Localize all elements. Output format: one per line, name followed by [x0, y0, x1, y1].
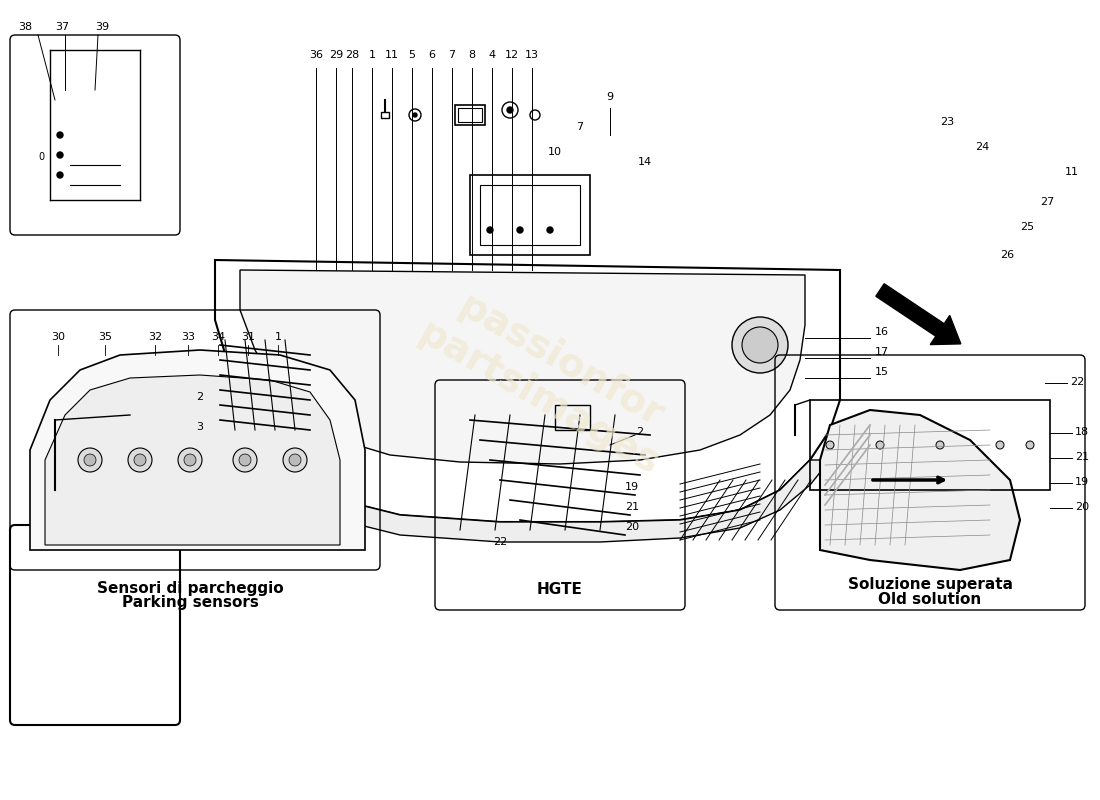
Circle shape	[507, 107, 513, 113]
Bar	[470, 175, 590, 255]
Text: 0: 0	[39, 152, 44, 162]
Circle shape	[876, 441, 884, 449]
Circle shape	[233, 448, 257, 472]
Text: 27: 27	[1040, 197, 1054, 207]
Circle shape	[57, 132, 63, 138]
Bar	[458, 108, 482, 122]
Text: 8: 8	[469, 50, 475, 60]
Bar	[381, 112, 389, 118]
Circle shape	[78, 448, 102, 472]
Circle shape	[326, 413, 350, 437]
Circle shape	[517, 227, 522, 233]
Circle shape	[128, 448, 152, 472]
Text: Sensori di parcheggio: Sensori di parcheggio	[97, 581, 284, 595]
Circle shape	[487, 227, 493, 233]
Circle shape	[732, 317, 788, 373]
PathPatch shape	[45, 375, 340, 545]
Text: 4: 4	[488, 50, 496, 60]
Text: 25: 25	[1020, 222, 1034, 232]
Circle shape	[57, 152, 63, 158]
Text: passionfor
partsimages: passionfor partsimages	[411, 277, 689, 483]
Text: 26: 26	[1000, 250, 1014, 260]
Text: 22: 22	[1070, 377, 1085, 387]
Text: 11: 11	[1065, 167, 1079, 177]
Bar	[556, 405, 590, 430]
Circle shape	[1026, 441, 1034, 449]
Circle shape	[178, 448, 202, 472]
Text: 6: 6	[429, 50, 436, 60]
Text: 36: 36	[309, 50, 323, 60]
PathPatch shape	[30, 350, 365, 550]
Bar	[480, 185, 580, 245]
Text: 33: 33	[182, 332, 195, 342]
Text: 5: 5	[408, 50, 416, 60]
Circle shape	[283, 448, 307, 472]
Text: 3: 3	[197, 422, 204, 432]
Text: 1: 1	[275, 332, 282, 342]
PathPatch shape	[240, 270, 805, 464]
Text: 31: 31	[241, 332, 255, 342]
Text: 39: 39	[95, 22, 109, 32]
Text: 37: 37	[55, 22, 69, 32]
Text: 7: 7	[576, 122, 584, 132]
Text: 20: 20	[1075, 502, 1089, 512]
FancyArrow shape	[876, 284, 960, 345]
Text: HGTE: HGTE	[537, 582, 583, 598]
Text: 19: 19	[1075, 477, 1089, 487]
Circle shape	[412, 113, 417, 117]
Text: 14: 14	[638, 157, 652, 167]
Text: Soluzione superata: Soluzione superata	[847, 578, 1012, 593]
Circle shape	[996, 441, 1004, 449]
PathPatch shape	[820, 410, 1020, 570]
Text: 11: 11	[385, 50, 399, 60]
Circle shape	[826, 441, 834, 449]
Text: 7: 7	[449, 50, 455, 60]
Text: 24: 24	[975, 142, 989, 152]
Text: 20: 20	[625, 522, 639, 532]
Text: 16: 16	[874, 327, 889, 337]
Text: 22: 22	[493, 537, 507, 547]
Text: 18: 18	[1075, 427, 1089, 437]
Text: 10: 10	[548, 147, 562, 157]
Text: 21: 21	[1075, 452, 1089, 462]
Text: 32: 32	[147, 332, 162, 342]
Text: 34: 34	[211, 332, 226, 342]
Text: 23: 23	[940, 117, 954, 127]
Text: 19: 19	[625, 482, 639, 492]
PathPatch shape	[280, 450, 830, 542]
Bar	[455, 105, 485, 125]
Circle shape	[184, 454, 196, 466]
Text: Parking sensors: Parking sensors	[122, 595, 258, 610]
Circle shape	[742, 327, 778, 363]
Text: 21: 21	[625, 502, 639, 512]
Bar	[810, 400, 1050, 490]
Text: 13: 13	[525, 50, 539, 60]
Circle shape	[57, 172, 63, 178]
Text: 2: 2	[637, 427, 644, 437]
Text: 15: 15	[874, 367, 889, 377]
Text: 12: 12	[505, 50, 519, 60]
Text: 38: 38	[18, 22, 32, 32]
Circle shape	[936, 441, 944, 449]
Text: 30: 30	[51, 332, 65, 342]
Circle shape	[134, 454, 146, 466]
Text: 9: 9	[606, 92, 614, 102]
Text: 29: 29	[329, 50, 343, 60]
Circle shape	[547, 227, 553, 233]
Text: 2: 2	[197, 392, 204, 402]
Circle shape	[289, 454, 301, 466]
Text: 1: 1	[368, 50, 375, 60]
Text: 35: 35	[98, 332, 112, 342]
Circle shape	[239, 454, 251, 466]
Circle shape	[84, 454, 96, 466]
Text: Old solution: Old solution	[879, 593, 981, 607]
Text: 17: 17	[874, 347, 889, 357]
Text: 28: 28	[345, 50, 359, 60]
